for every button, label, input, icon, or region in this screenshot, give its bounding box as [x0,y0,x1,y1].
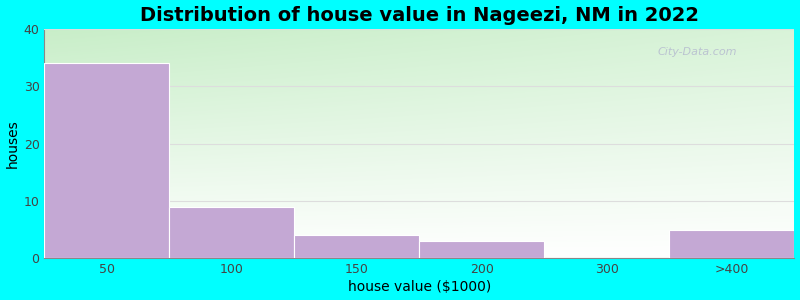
Bar [419,241,545,258]
X-axis label: house value ($1000): house value ($1000) [348,280,491,294]
Y-axis label: houses: houses [6,119,19,168]
Title: Distribution of house value in Nageezi, NM in 2022: Distribution of house value in Nageezi, … [140,6,699,25]
Text: City-Data.com: City-Data.com [657,47,737,57]
Bar [170,207,294,258]
Bar [45,63,170,258]
Bar [294,236,419,258]
Bar [670,230,794,258]
